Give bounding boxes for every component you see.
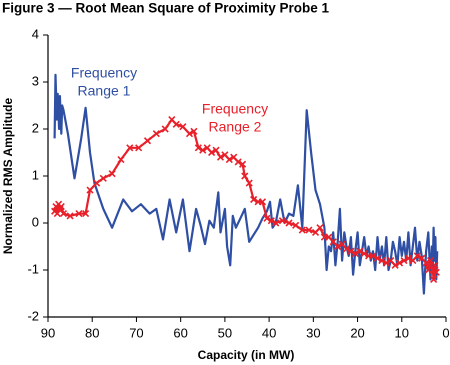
marker xyxy=(334,242,342,251)
marker xyxy=(391,261,399,269)
marker xyxy=(239,160,247,168)
marker xyxy=(208,148,216,157)
annotation: Range 1 xyxy=(78,83,131,99)
x-tick-label: 10 xyxy=(395,325,409,340)
marker xyxy=(404,254,412,262)
annotation: Range 2 xyxy=(209,119,262,135)
marker xyxy=(429,266,437,274)
marker xyxy=(86,186,94,194)
marker xyxy=(360,249,368,258)
annotation: Frequency xyxy=(202,101,268,117)
marker xyxy=(216,153,225,161)
marker xyxy=(57,202,65,211)
marker xyxy=(245,179,253,187)
marker xyxy=(351,249,359,258)
series-line xyxy=(53,73,439,295)
marker xyxy=(263,214,271,222)
y-tick-label: 1 xyxy=(32,167,39,182)
x-axis-title: Capacity (in MW) xyxy=(198,348,295,362)
marker xyxy=(126,144,134,152)
marker xyxy=(432,268,440,276)
marker xyxy=(93,179,101,187)
marker xyxy=(305,226,313,234)
x-tick-label: 70 xyxy=(129,325,143,340)
x-tick-label: 60 xyxy=(173,325,187,340)
marker xyxy=(298,226,306,234)
marker xyxy=(194,144,202,152)
x-tick-label: 30 xyxy=(306,325,320,340)
x-tick-label: 80 xyxy=(85,325,99,340)
marker xyxy=(199,146,207,154)
y-axis-title: Normalized RMS Amplitude xyxy=(1,98,15,255)
y-tick-label: -1 xyxy=(27,261,39,276)
marker xyxy=(267,217,275,225)
y-tick-label: 4 xyxy=(32,26,39,41)
marker xyxy=(369,252,377,260)
marker xyxy=(316,224,324,232)
marker xyxy=(285,219,293,227)
x-tick-label: 20 xyxy=(350,325,364,340)
marker xyxy=(292,221,300,229)
marker xyxy=(108,170,116,178)
y-tick-label: 2 xyxy=(32,120,39,135)
marker xyxy=(143,137,152,145)
chart-title: Figure 3 — Root Mean Square of Proximity… xyxy=(2,1,330,16)
marker xyxy=(250,195,258,204)
marker xyxy=(413,252,421,260)
x-tick-label: 40 xyxy=(262,325,276,340)
marker xyxy=(400,257,408,265)
marker xyxy=(373,254,382,262)
marker xyxy=(422,259,430,267)
y-tick-label: -2 xyxy=(27,308,39,323)
marker xyxy=(75,210,83,218)
marker xyxy=(378,257,386,265)
marker xyxy=(117,155,125,164)
marker xyxy=(99,174,107,182)
marker xyxy=(278,217,286,225)
marker xyxy=(342,245,351,253)
marker xyxy=(382,259,390,267)
marker xyxy=(396,259,404,267)
marker xyxy=(431,261,439,269)
y-tick-label: 3 xyxy=(32,73,39,88)
marker xyxy=(212,146,220,154)
marker xyxy=(152,130,160,138)
marker xyxy=(356,247,364,255)
x-tick-label: 0 xyxy=(442,325,449,340)
marker xyxy=(82,210,90,218)
marker xyxy=(258,198,267,206)
marker xyxy=(59,210,68,218)
marker xyxy=(172,120,180,128)
marker xyxy=(185,130,194,138)
marker xyxy=(234,158,242,166)
x-tick-label: 90 xyxy=(41,325,55,340)
marker xyxy=(161,125,169,133)
annotation: Frequency xyxy=(71,65,137,81)
marker xyxy=(430,275,438,283)
marker xyxy=(190,127,198,135)
marker xyxy=(66,212,74,220)
marker xyxy=(135,144,143,152)
marker xyxy=(347,247,355,255)
marker xyxy=(241,172,249,180)
marker xyxy=(179,123,187,131)
marker xyxy=(272,219,280,227)
marker xyxy=(53,210,61,218)
marker xyxy=(225,155,233,164)
x-tick-label: 50 xyxy=(218,325,232,340)
y-tick-label: 0 xyxy=(32,214,39,229)
